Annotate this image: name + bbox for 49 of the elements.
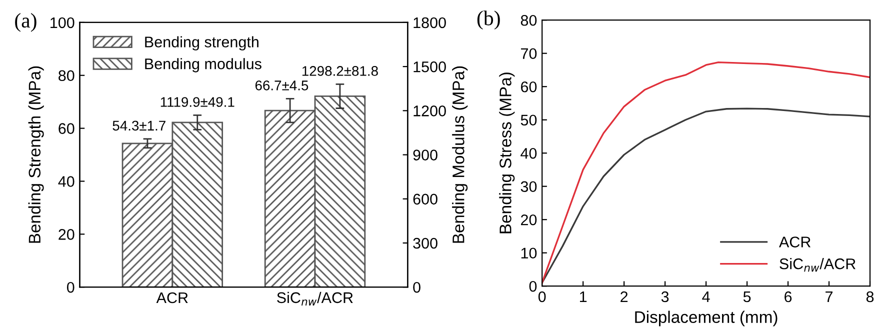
y-tick-label: 80 — [58, 70, 74, 82]
y2-tick-label: 1200 — [414, 106, 446, 116]
y2-tick-label: 900 — [413, 150, 438, 160]
line-series — [542, 108, 870, 284]
x-tick-label: SiC$_{nw}$/ACR — [277, 292, 353, 306]
y2-tick-label: 1500 — [414, 61, 446, 72]
y2-tick-label: 600 — [413, 194, 438, 205]
x-tick-label: ACR — [156, 292, 188, 304]
y-tick-label: 0 — [66, 282, 74, 293]
y-axis-title: Bending Stress (MPa) — [499, 72, 515, 234]
y2-tick-label: 1800 — [414, 17, 446, 28]
y-tick-label: 30 — [520, 181, 537, 192]
x-tick-label: 4 — [702, 292, 710, 302]
legend-label: SiC$_{nw}$/ACR — [780, 258, 856, 272]
data-label: 66.7±4.5 — [255, 80, 308, 90]
x-tick-label: 1 — [580, 292, 587, 302]
x-tick-label: 3 — [661, 291, 669, 302]
legend-label: ACR — [778, 236, 811, 248]
y-axis-title: Bending Strength (MPa) — [28, 66, 44, 243]
x-tick-label: 0 — [538, 291, 546, 302]
x-tick-label: 8 — [866, 291, 874, 302]
data-label: 1119.9±49.1 — [160, 97, 234, 107]
y-tick-label: 20 — [58, 229, 74, 240]
y-tick-label: 0 — [529, 280, 537, 292]
x-tick-label: 7 — [826, 292, 833, 302]
line-series — [542, 61, 870, 284]
y-tick-label: 10 — [521, 248, 537, 259]
chart-title: (b) — [477, 10, 500, 30]
y2-axis-title: Bending Modulus (MPa) — [452, 66, 468, 243]
y-tick-label: 60 — [58, 123, 74, 134]
legend-label: Bending strength — [145, 36, 258, 50]
x-tick-label: 6 — [784, 291, 792, 302]
data-label: 1298.2±81.8 — [302, 66, 378, 76]
legend-label: Bending modulus — [145, 58, 262, 72]
y-tick-label: 20 — [520, 214, 537, 226]
y-tick-label: 40 — [520, 148, 537, 159]
x-axis-title: Displacement (mm) — [635, 310, 778, 326]
y-tick-label: 60 — [521, 81, 537, 92]
y-tick-label: 100 — [50, 17, 74, 28]
data-label: 54.3±1.7 — [112, 120, 166, 131]
x-tick-label: 5 — [743, 292, 751, 302]
chart-title: (a) — [15, 13, 36, 32]
y-tick-label: 50 — [520, 114, 537, 126]
y-tick-label: 80 — [520, 14, 537, 26]
y2-tick-label: 0 — [413, 282, 420, 293]
x-tick-label: 2 — [620, 291, 628, 302]
y-tick-label: 40 — [58, 176, 74, 187]
y2-tick-label: 300 — [413, 238, 438, 249]
y-tick-label: 70 — [521, 48, 537, 60]
